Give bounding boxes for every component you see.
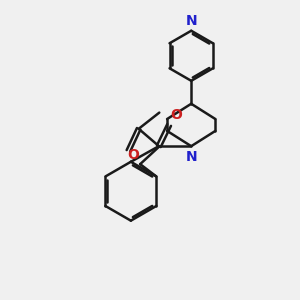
Text: N: N	[185, 14, 197, 28]
Text: O: O	[171, 108, 182, 122]
Text: O: O	[127, 148, 139, 162]
Text: N: N	[185, 150, 197, 164]
